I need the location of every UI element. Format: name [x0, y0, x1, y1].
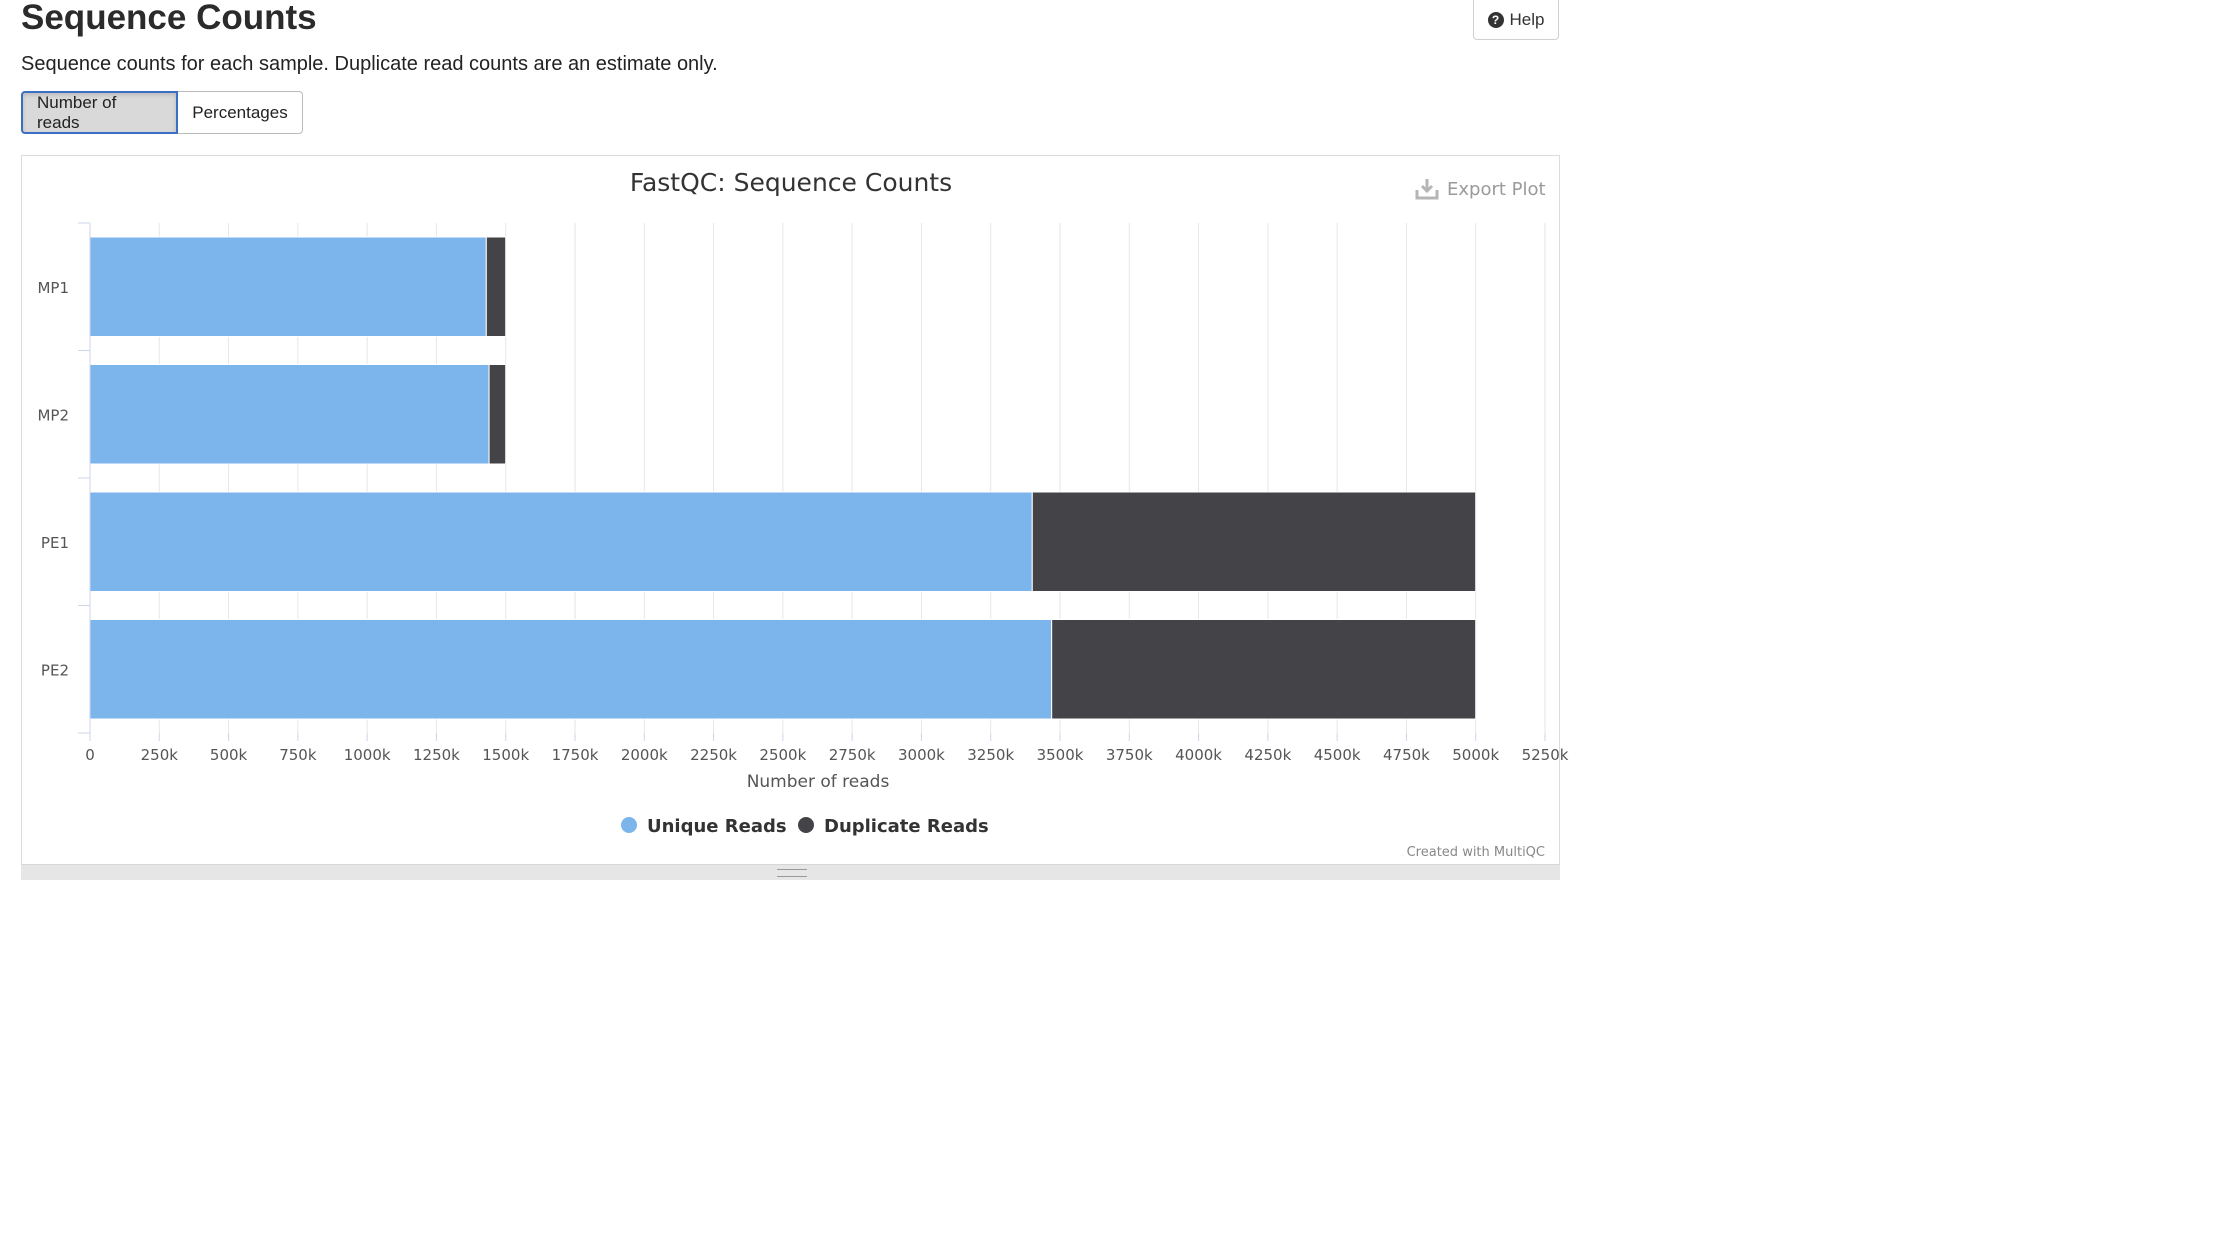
export-plot-button[interactable]: Export Plot	[1415, 176, 1546, 202]
x-tick-label: 2000k	[621, 746, 668, 764]
x-tick-label: 0	[85, 746, 95, 764]
x-tick-label: 5000k	[1452, 746, 1499, 764]
plot-resize-handle[interactable]	[21, 864, 1560, 880]
x-axis-title: Number of reads	[747, 772, 890, 792]
bar-mp2-duplicate-reads[interactable]	[488, 364, 507, 465]
x-tick-label: 4500k	[1314, 746, 1361, 764]
section-description: Sequence counts for each sample. Duplica…	[21, 53, 718, 75]
x-tick-label: 1750k	[552, 746, 599, 764]
bar-pe2-duplicate-reads[interactable]	[1051, 619, 1477, 720]
x-tick-label: 500k	[210, 746, 248, 764]
x-tick-label: 1000k	[344, 746, 391, 764]
x-tick-label: 4250k	[1244, 746, 1291, 764]
y-tick-label-mp1: MP1	[37, 279, 69, 297]
legend: Unique Reads Duplicate Reads	[621, 816, 989, 837]
legend-item-duplicate[interactable]: Duplicate Reads	[798, 816, 989, 837]
x-tick-label: 750k	[279, 746, 317, 764]
x-tick-label: 4750k	[1383, 746, 1430, 764]
legend-label-unique: Unique Reads	[647, 816, 787, 837]
export-plot-label: Export Plot	[1447, 178, 1546, 200]
bar-mp2-unique-reads[interactable]	[89, 364, 490, 465]
bar-pe2-unique-reads[interactable]	[89, 619, 1053, 720]
page-title: Sequence Counts	[21, 0, 317, 37]
bar-layer	[89, 236, 1477, 720]
percentages-button[interactable]: Percentages	[178, 91, 303, 134]
legend-label-duplicate: Duplicate Reads	[824, 816, 989, 837]
legend-item-unique[interactable]: Unique Reads	[621, 816, 787, 837]
chart-title: FastQC: Sequence Counts	[630, 168, 952, 197]
x-tick-label: 3000k	[898, 746, 945, 764]
unique-reads-marker-icon	[621, 817, 637, 833]
x-tick-label: 250k	[141, 746, 179, 764]
resize-grip-icon	[777, 869, 807, 877]
x-tick-label: 3750k	[1106, 746, 1153, 764]
y-tick-label-pe2: PE2	[41, 661, 69, 679]
x-tick-label: 2250k	[690, 746, 737, 764]
x-tick-label: 2750k	[829, 746, 876, 764]
credit-text: Created with MultiQC	[1407, 845, 1545, 860]
help-button[interactable]: ? Help	[1473, 0, 1559, 40]
view-toggle-group: Number of reads Percentages	[21, 91, 303, 134]
bar-pe1-duplicate-reads[interactable]	[1031, 491, 1477, 592]
download-icon	[1415, 179, 1439, 200]
x-tick-label: 3250k	[967, 746, 1014, 764]
bar-pe1-unique-reads[interactable]	[89, 491, 1033, 592]
bar-mp1-duplicate-reads[interactable]	[485, 236, 507, 337]
y-tick-label-mp2: MP2	[37, 406, 69, 424]
help-label: Help	[1509, 9, 1545, 29]
y-tick-label-pe1: PE1	[41, 534, 69, 552]
x-tick-label: 5250k	[1522, 746, 1569, 764]
x-tick-label: 1250k	[413, 746, 460, 764]
x-tick-label: 3500k	[1037, 746, 1084, 764]
number-of-reads-button[interactable]: Number of reads	[21, 91, 178, 134]
axis-layer: 0 250k 500k 750k 1000k 1250k 1500k 1750k 2000k 22…	[37, 222, 1569, 764]
x-tick-label: 2500k	[759, 746, 806, 764]
duplicate-reads-marker-icon	[798, 817, 814, 833]
x-tick-label: 1500k	[482, 746, 529, 764]
question-circle-icon: ?	[1487, 11, 1504, 28]
x-tick-label: 4000k	[1175, 746, 1222, 764]
bar-mp1-unique-reads[interactable]	[89, 236, 487, 337]
